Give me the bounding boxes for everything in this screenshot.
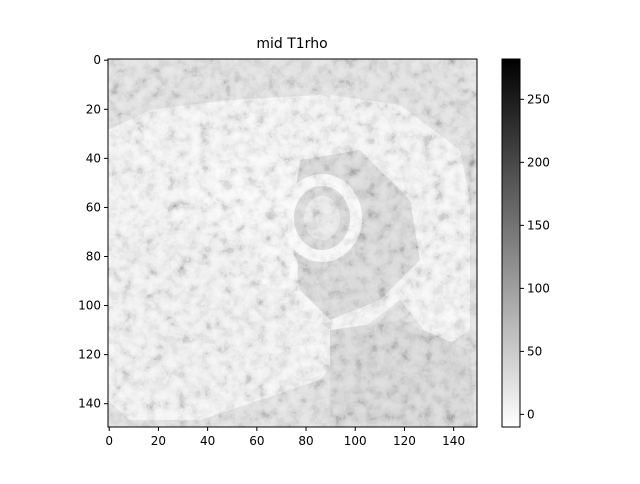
x-tick-label: 100	[344, 434, 367, 448]
y-tick-label: 40	[86, 151, 101, 165]
y-tick-label: 60	[86, 200, 101, 214]
y-tick-label: 0	[93, 53, 101, 67]
x-tick-label: 20	[151, 434, 166, 448]
x-tick-label: 40	[200, 434, 215, 448]
chart-title: mid T1rho	[256, 36, 327, 52]
colorbar-tick-label: 50	[527, 344, 542, 358]
y-tick-label: 140	[78, 397, 101, 411]
y-tick-label: 100	[78, 299, 101, 313]
colorbar-tick-label: 0	[527, 407, 535, 421]
colorbar-tick-label: 150	[527, 218, 550, 232]
colorbar	[502, 59, 520, 427]
x-tick-label: 120	[393, 434, 416, 448]
x-axis: 0 20 40 60 80 100 120 140	[105, 427, 465, 448]
y-tick-label: 120	[78, 348, 101, 362]
colorbar-tick-label: 250	[527, 92, 550, 106]
colorbar-tick-label: 200	[527, 155, 550, 169]
colorbar-axis: 0 50 100 150 200 250	[520, 92, 550, 421]
x-tick-label: 60	[249, 434, 264, 448]
y-axis: 0 20 40 60 80 100 120 140	[78, 53, 108, 410]
x-tick-label: 0	[105, 434, 113, 448]
x-tick-label: 140	[442, 434, 465, 448]
heatmap-image	[108, 59, 477, 427]
y-tick-label: 80	[86, 249, 101, 263]
y-tick-label: 20	[86, 102, 101, 116]
colorbar-tick-label: 100	[527, 281, 550, 295]
x-tick-label: 80	[298, 434, 313, 448]
